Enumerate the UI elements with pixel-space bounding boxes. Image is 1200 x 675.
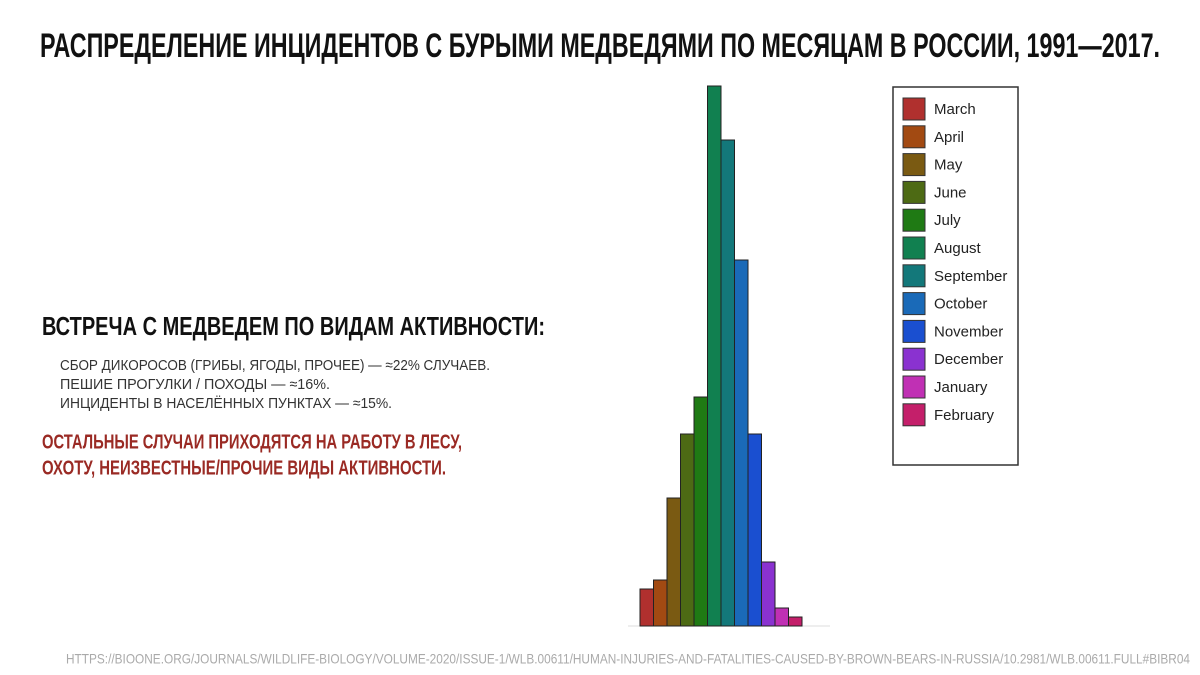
note: ОХОТУ, НЕИЗВЕСТНЫЕ/ПРОЧИЕ ВИДЫ АКТИВНОСТ… [42,457,446,479]
legend-swatch [902,236,926,260]
legend-swatch [902,375,926,399]
legend-label: January [934,379,988,396]
bar [693,396,708,627]
bar [653,579,668,627]
bar [707,85,722,627]
bar [639,588,654,627]
source-url: HTTPS://BIOONE.ORG/JOURNALS/WILDLIFE-BIO… [66,651,1190,667]
bar [666,497,681,627]
bar [788,616,803,627]
legend-label: April [934,129,964,146]
activity-item: ИНЦИДЕНТЫ В НАСЕЛЁННЫХ ПУНКТАХ — ≈15%. [60,395,392,412]
legend-label: July [934,212,961,229]
bar [747,433,762,627]
activity-item: СБОР ДИКОРОСОВ (ГРИБЫ, ЯГОДЫ, ПРОЧЕЕ) — … [60,357,490,374]
legend-swatch [902,97,926,121]
legend-swatch [902,125,926,149]
activity-item: ПЕШИЕ ПРОГУЛКИ / ПОХОДЫ — ≈16%. [60,376,330,393]
legend-label: October [934,296,987,313]
legend-swatch [902,180,926,204]
legend-label: December [934,351,1003,368]
legend-swatch [902,153,926,177]
note: ОСТАЛЬНЫЕ СЛУЧАИ ПРИХОДЯТСЯ НА РАБОТУ В … [42,431,462,453]
legend-label: February [934,407,995,424]
legend-swatch [902,403,926,427]
legend-label: November [934,323,1003,340]
bar [774,607,789,627]
bar [734,259,749,627]
legend-swatch [902,292,926,316]
title: РАСПРЕДЕЛЕНИЕ ИНЦИДЕНТОВ С БУРЫМИ МЕДВЕД… [40,27,1160,65]
legend-label: September [934,268,1007,285]
bar [720,139,735,627]
legend-swatch [902,208,926,232]
legend-label: June [934,184,967,201]
bar [680,433,695,627]
legend-swatch [902,264,926,288]
legend-label: August [934,240,982,257]
activity-heading: ВСТРЕЧА С МЕДВЕДЕМ ПО ВИДАМ АКТИВНОСТИ: [42,311,545,341]
legend-swatch [902,347,926,371]
legend-swatch [902,319,926,343]
bar [761,561,776,627]
legend-label: May [934,157,963,174]
legend-label: March [934,101,976,118]
